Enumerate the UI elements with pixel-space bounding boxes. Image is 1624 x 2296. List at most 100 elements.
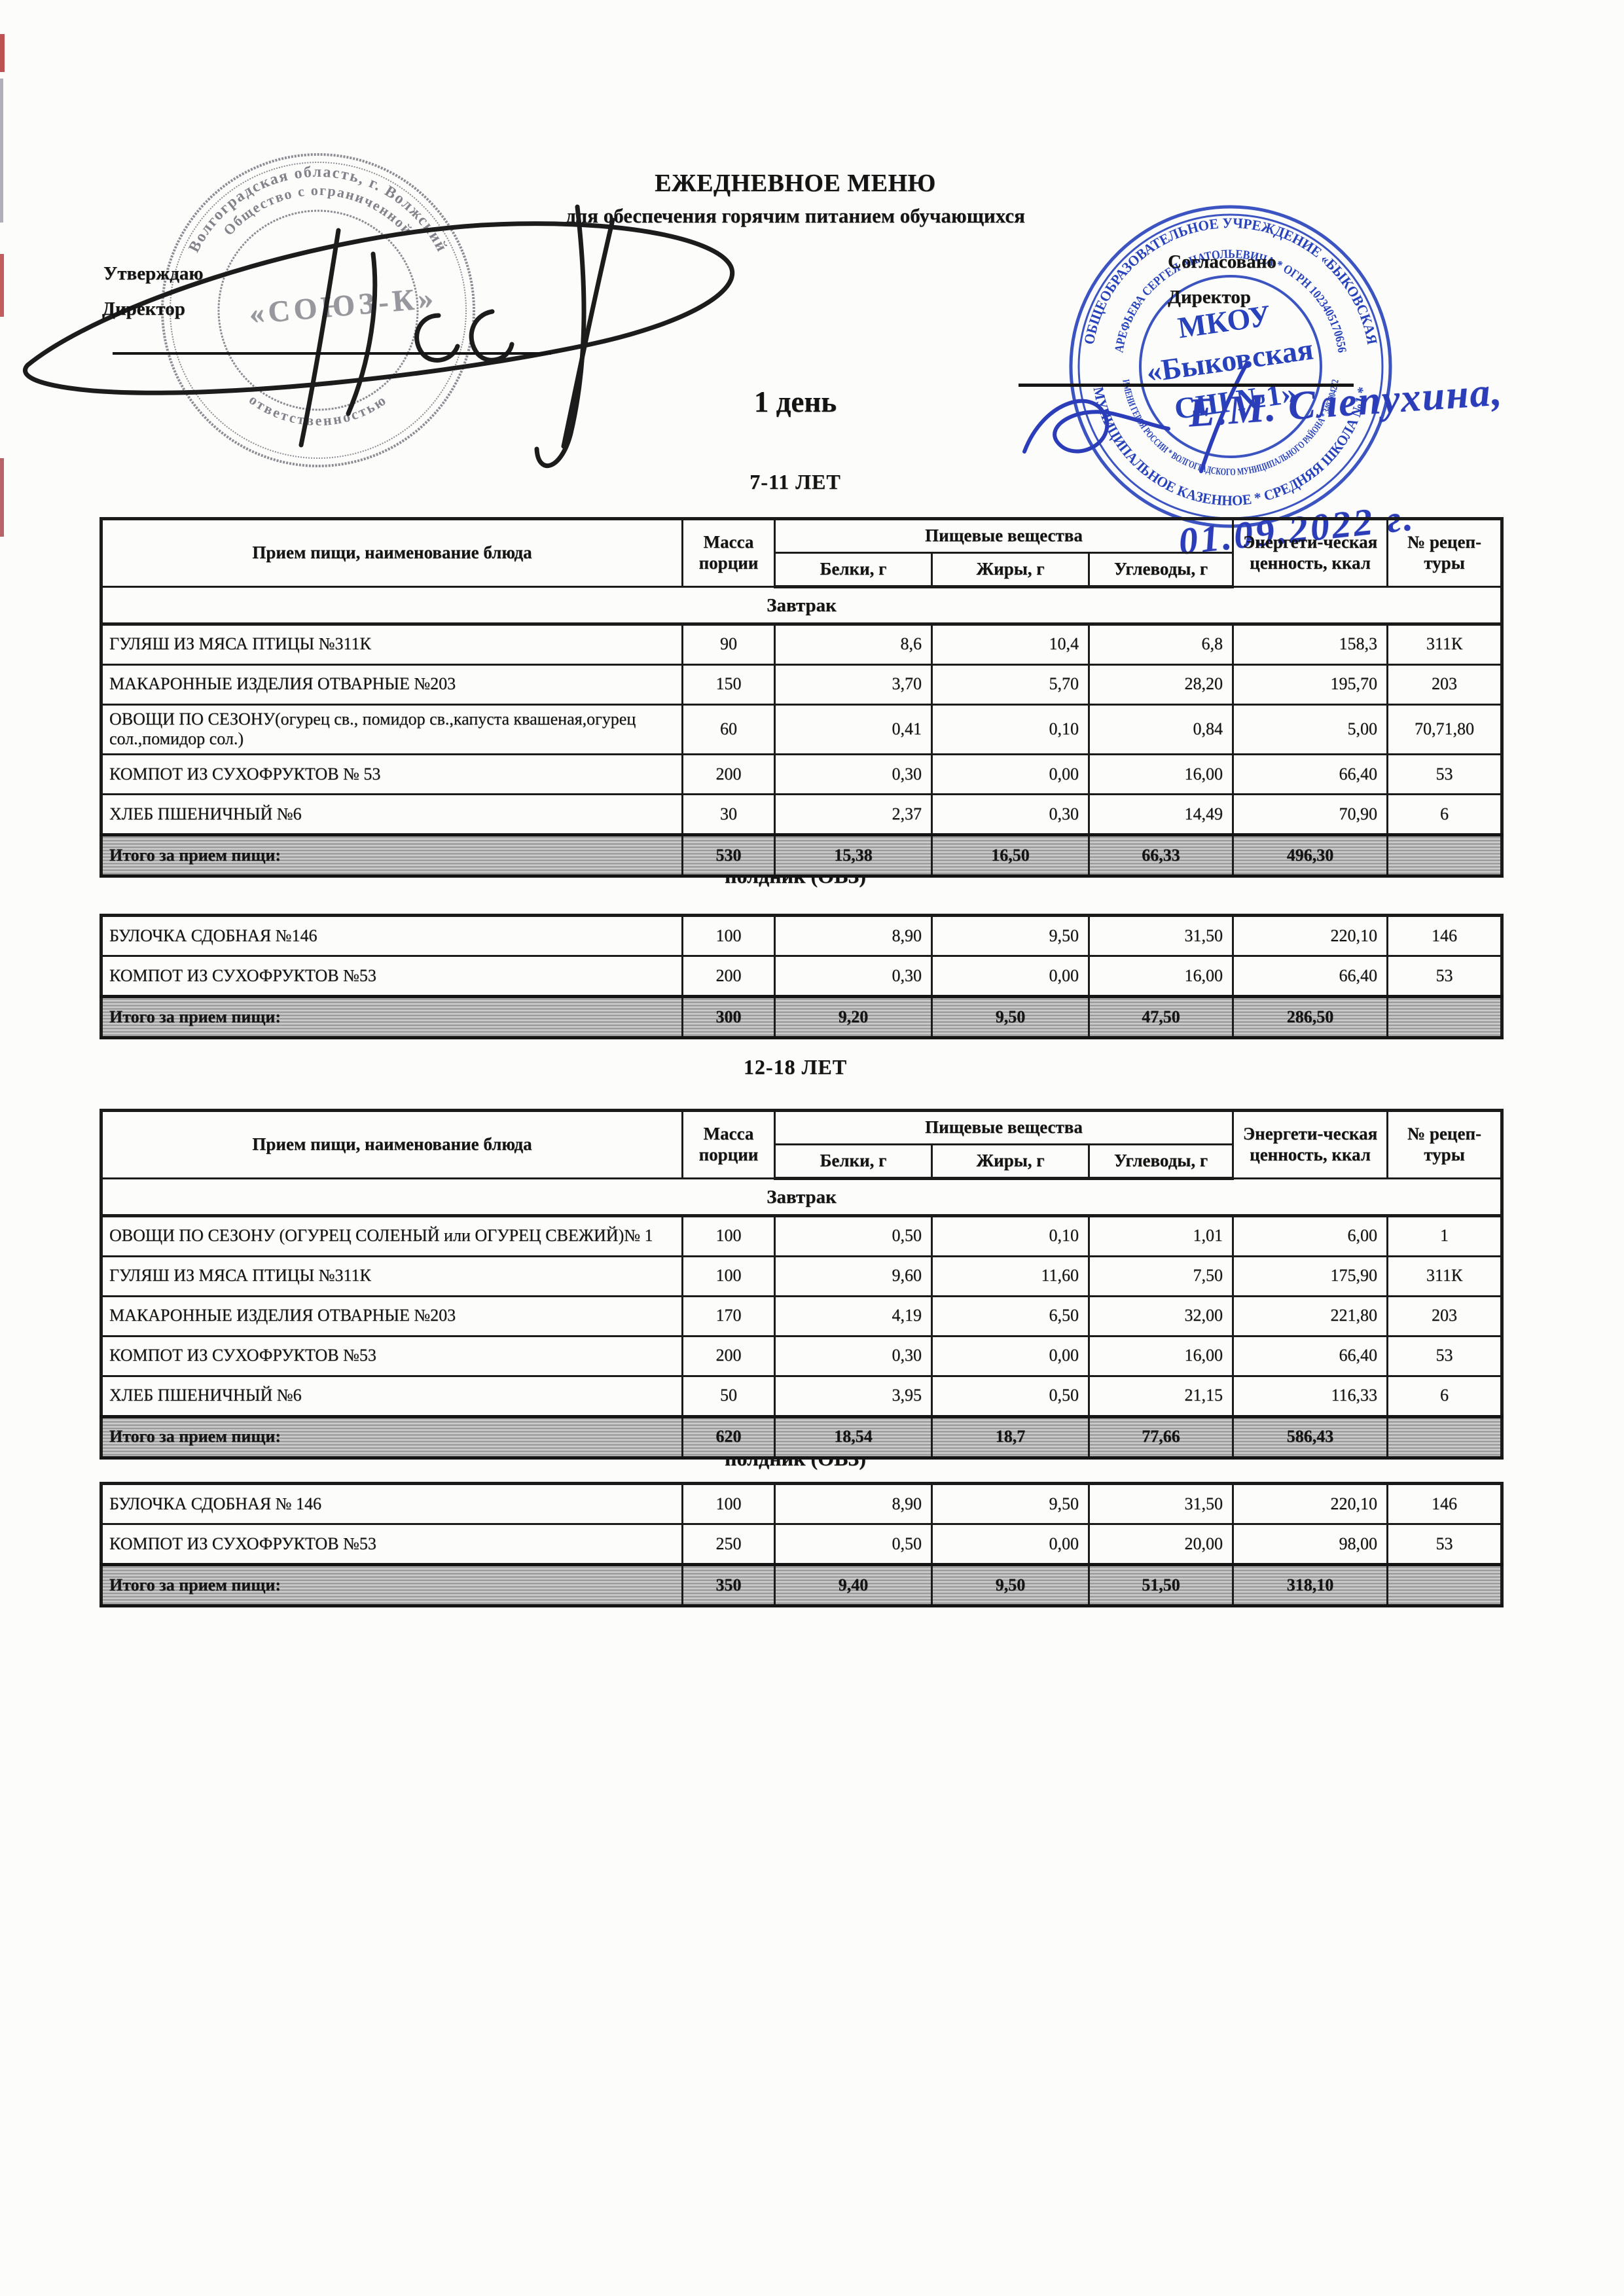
energy-cell: 220,10 <box>1232 1482 1388 1525</box>
dish-row: ХЛЕБ ПШЕНИЧНЫЙ №6 30 2,37 0,30 14,49 70,90 6 <box>100 793 1504 836</box>
carb-cell: 77,66 <box>1087 1414 1235 1460</box>
energy-cell: 318,10 <box>1232 1563 1388 1607</box>
mass-cell: 50 <box>681 1374 776 1418</box>
dish-name-cell: Итого за прием пищи: <box>100 995 683 1039</box>
recipe-cell: 311К <box>1386 1255 1504 1297</box>
carb-cell: 66,33 <box>1087 833 1235 878</box>
fat-cell: 0,00 <box>931 753 1090 796</box>
col-header-protein: Белки, г <box>774 551 933 588</box>
total-row: Итого за прием пищи: 530 15,38 16,50 66,33 49… <box>100 833 1504 878</box>
recipe-cell: 1 <box>1386 1214 1504 1257</box>
fat-cell: 9,50 <box>931 995 1090 1039</box>
protein-cell: 0,30 <box>774 753 933 796</box>
dish-name-cell: КОМПОТ ИЗ СУХОФРУКТОВ № 53 <box>100 753 683 796</box>
fat-cell: 0,00 <box>931 1335 1090 1377</box>
director-signature-right-flourish <box>1022 361 1249 473</box>
recipe-cell: 203 <box>1386 1295 1504 1337</box>
carb-cell: 28,20 <box>1087 663 1235 706</box>
school-round-stamp: ОБЩЕОБРАЗОВАТЕЛЬНОЕ УЧРЕЖДЕНИЕ «БЫКОВСКА… <box>1069 205 1392 528</box>
carb-cell: 31,50 <box>1088 1482 1234 1525</box>
dish-row: ГУЛЯШ ИЗ МЯСА ПТИЦЫ №311К 100 9,60 11,60 7,5… <box>100 1255 1504 1297</box>
fat-cell: 18,7 <box>931 1414 1090 1460</box>
approve-right-line2: Директор <box>1168 287 1251 308</box>
dish-name-cell: КОМПОТ ИЗ СУХОФРУКТОВ №53 <box>100 1523 683 1566</box>
dish-row: МАКАРОННЫЕ ИЗДЕЛИЯ ОТВАРНЫЕ №203 150 3,70 5… <box>100 663 1504 706</box>
mass-cell: 530 <box>681 833 776 878</box>
dish-name-cell: ГУЛЯШ ИЗ МЯСА ПТИЦЫ №311К <box>100 1255 683 1297</box>
total-row: Итого за прием пищи: 300 9,20 9,50 47,50 286,… <box>100 995 1503 1039</box>
fat-cell: 9,50 <box>931 1563 1090 1607</box>
dish-row: МАКАРОННЫЕ ИЗДЕЛИЯ ОТВАРНЫЕ №203 170 4,19 6… <box>100 1295 1504 1337</box>
recipe-cell: 146 <box>1386 1482 1503 1525</box>
carb-cell: 16,00 <box>1087 1335 1235 1377</box>
menu-table-12-18-snack: БУЛОЧКА СДОБНАЯ № 146 100 8,90 9,50 31,50 220… <box>99 1482 1504 1607</box>
carb-cell: 20,00 <box>1088 1523 1234 1566</box>
col-header-meal: Прием пищи, наименование блюда <box>100 518 683 588</box>
energy-cell: 116,33 <box>1232 1374 1389 1418</box>
page-subtitle: для обеспечения горячим питанием обучающ… <box>566 204 1025 227</box>
menu-table-12-18-breakfast: Прием пищи, наименование блюда Масса пор… <box>99 1109 1504 1460</box>
mass-cell: 100 <box>681 1214 776 1257</box>
recipe-cell: 146 <box>1386 914 1503 957</box>
recipe-cell: 311К <box>1386 622 1504 666</box>
dish-row: БУЛОЧКА СДОБНАЯ № 146 100 8,90 9,50 31,50 220… <box>100 1482 1503 1525</box>
mass-cell: 100 <box>681 1255 776 1297</box>
fat-cell: 0,30 <box>931 793 1090 836</box>
table-subheader-row: Белки, г Жиры, г Углеводы, г <box>101 551 1502 588</box>
mass-cell: 350 <box>681 1563 776 1607</box>
table-header-row: Прием пищи, наименование блюда Масса пор… <box>100 1109 1504 1179</box>
scan-artifact <box>0 254 4 317</box>
recipe-cell: 53 <box>1386 1335 1504 1377</box>
dish-name-cell: МАКАРОННЫЕ ИЗДЕЛИЯ ОТВАРНЫЕ №203 <box>100 663 683 706</box>
protein-cell: 0,50 <box>774 1523 933 1566</box>
approve-left-line1: Утверждаю <box>103 263 204 284</box>
dish-name-cell: ХЛЕБ ПШЕНИЧНЫЙ №6 <box>100 1374 683 1418</box>
director-signature-left <box>23 204 735 469</box>
dish-row: КОМПОТ ИЗ СУХОФРУКТОВ № 53 200 0,30 0,00 16,… <box>100 753 1504 796</box>
dish-row: ХЛЕБ ПШЕНИЧНЫЙ №6 50 3,95 0,50 21,15 116,33 6 <box>100 1374 1504 1418</box>
carb-cell: 21,15 <box>1087 1374 1235 1418</box>
energy-cell: 70,90 <box>1232 793 1389 836</box>
energy-cell: 496,30 <box>1232 833 1389 878</box>
protein-cell: 9,20 <box>774 995 933 1039</box>
table-subheader-row: Белки, г Жиры, г Углеводы, г <box>101 1143 1502 1180</box>
mass-cell: 100 <box>681 1482 776 1525</box>
col-header-recipe: № рецеп- туры <box>1386 1109 1504 1179</box>
col-header-protein: Белки, г <box>774 1143 933 1180</box>
scan-artifact <box>0 458 4 537</box>
signature-line-left <box>113 352 551 355</box>
dish-name-cell: Итого за прием пищи: <box>100 1414 683 1460</box>
scan-artifact <box>0 79 3 223</box>
mass-cell: 170 <box>681 1295 776 1337</box>
col-header-mass: Масса порции <box>681 1109 776 1179</box>
protein-cell: 8,90 <box>774 1482 933 1525</box>
mass-cell: 60 <box>681 703 776 756</box>
carb-cell: 14,49 <box>1087 793 1235 836</box>
page-title: ЕЖЕДНЕВНОЕ МЕНЮ <box>655 170 936 197</box>
protein-cell: 3,95 <box>774 1374 933 1418</box>
dish-name-cell: ОВОЩИ ПО СЕЗОНУ(огурец св., помидор св.,… <box>100 703 683 756</box>
approve-left-line2: Директор <box>102 298 185 319</box>
mass-cell: 100 <box>681 914 776 957</box>
col-header-nutrients-group: Пищевые вещества <box>773 1109 1235 1145</box>
energy-cell: 175,90 <box>1232 1255 1389 1297</box>
day-heading: 1 день <box>753 386 837 418</box>
fat-cell: 0,10 <box>931 1214 1090 1257</box>
fat-cell: 0,00 <box>931 955 1090 997</box>
dish-name-cell: БУЛОЧКА СДОБНАЯ №146 <box>100 914 683 957</box>
meal-section-label: Завтрак <box>99 585 1504 626</box>
mass-cell: 200 <box>681 753 776 796</box>
carb-cell: 1,01 <box>1087 1214 1235 1257</box>
signature-line-right <box>1019 384 1354 387</box>
fat-cell: 9,50 <box>931 1482 1090 1525</box>
dish-name-cell: ГУЛЯШ ИЗ МЯСА ПТИЦЫ №311К <box>100 622 683 666</box>
protein-cell: 15,38 <box>774 833 933 878</box>
col-header-mass: Масса порции <box>681 518 776 588</box>
total-row: Итого за прием пищи: 620 18,54 18,7 77,66 586… <box>100 1414 1504 1460</box>
protein-cell: 9,60 <box>774 1255 933 1297</box>
col-header-meal: Прием пищи, наименование блюда <box>100 1109 683 1179</box>
dish-name-cell: ОВОЩИ ПО СЕЗОНУ (ОГУРЕЦ СОЛЕНЫЙ или ОГУР… <box>100 1214 683 1257</box>
total-row: Итого за прием пищи: 350 9,40 9,50 51,50 318,… <box>100 1563 1503 1607</box>
energy-cell: 221,80 <box>1232 1295 1389 1337</box>
